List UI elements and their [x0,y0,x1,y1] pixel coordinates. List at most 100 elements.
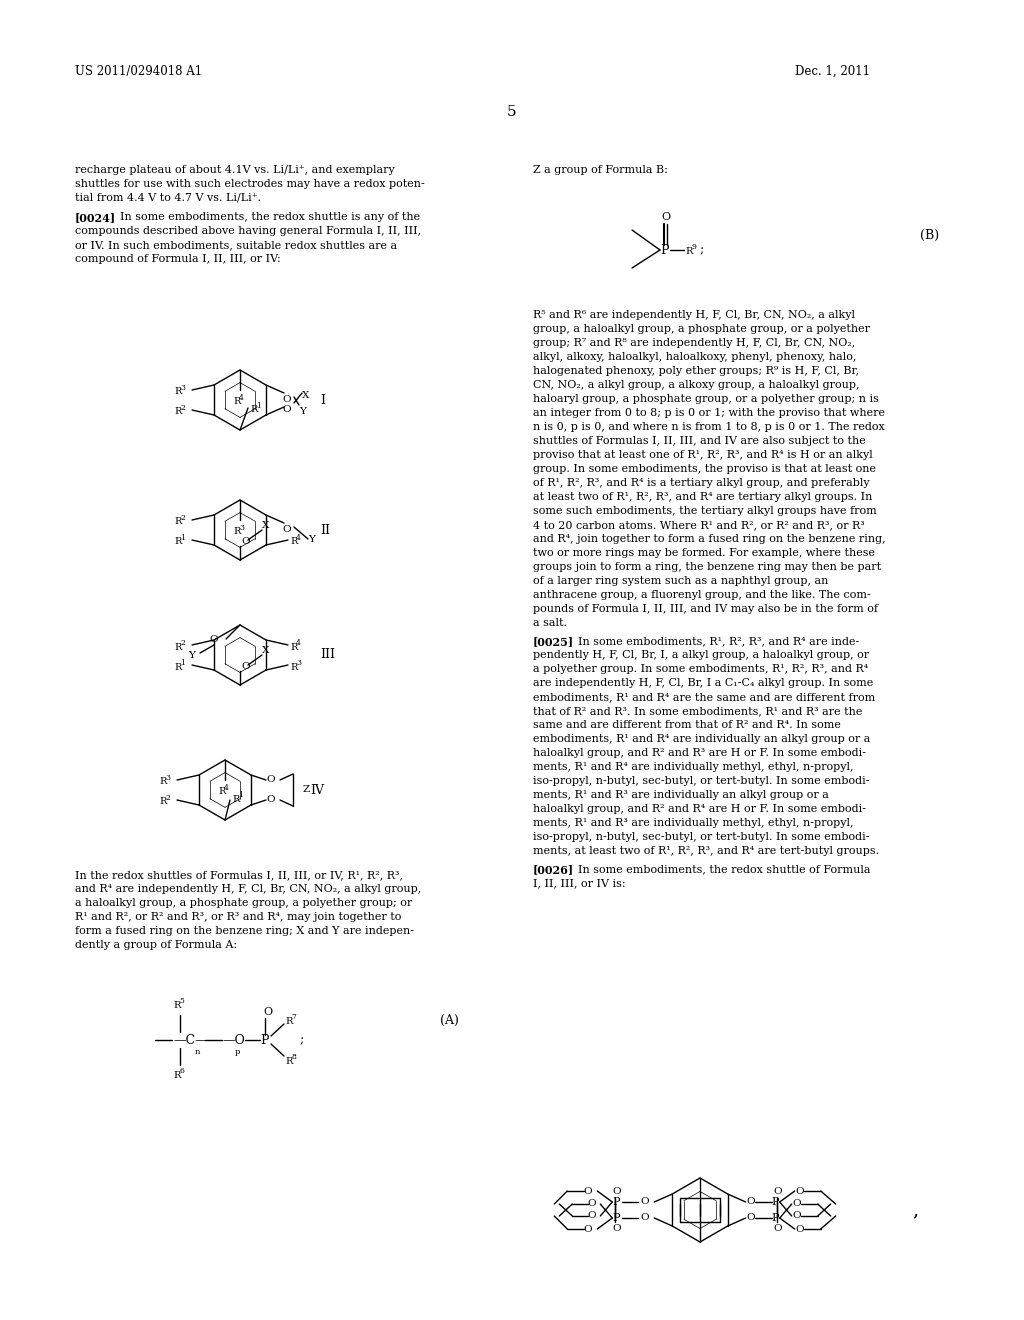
Text: 7: 7 [291,1012,296,1020]
Text: alkyl, alkoxy, haloalkyl, haloalkoxy, phenyl, phenoxy, halo,: alkyl, alkoxy, haloalkyl, haloalkoxy, ph… [534,352,856,362]
Text: O: O [584,1187,592,1196]
Text: R: R [685,247,692,256]
Text: X: X [262,521,269,531]
Text: form a fused ring on the benzene ring; X and Y are indepen-: form a fused ring on the benzene ring; X… [75,927,414,936]
Text: R: R [290,643,297,652]
Text: X: X [302,392,309,400]
Text: R: R [159,797,166,807]
Text: Y: Y [308,535,314,544]
Text: O: O [241,537,250,546]
Text: O: O [282,405,291,414]
Text: an integer from 0 to 8; p is 0 or 1; with the proviso that where: an integer from 0 to 8; p is 0 or 1; wit… [534,408,885,418]
Text: R: R [232,795,240,804]
Text: R: R [174,663,181,672]
Text: O: O [746,1213,756,1222]
Text: R: R [174,388,181,396]
Text: II: II [319,524,330,536]
Text: 1: 1 [256,403,261,411]
Text: R: R [174,537,181,546]
Text: 6: 6 [179,1067,184,1074]
Text: Y: Y [299,408,306,417]
Text: are independently H, F, Cl, Br, I a C₁-C₄ alkyl group. In some: are independently H, F, Cl, Br, I a C₁-C… [534,678,873,688]
Text: P: P [612,1213,621,1224]
Text: R⁵ and R⁶ are independently H, F, Cl, Br, CN, NO₂, a alkyl: R⁵ and R⁶ are independently H, F, Cl, Br… [534,310,855,319]
Text: 1: 1 [180,535,185,543]
Text: ments, R¹ and R³ are individually methyl, ethyl, n-propyl,: ments, R¹ and R³ are individually methyl… [534,818,853,828]
Text: or IV. In such embodiments, suitable redox shuttles are a: or IV. In such embodiments, suitable red… [75,240,397,249]
Text: Y: Y [188,651,195,660]
Text: embodiments, R¹ and R⁴ are individually an alkyl group or a: embodiments, R¹ and R⁴ are individually … [534,734,870,744]
Text: pendently H, F, Cl, Br, I, a alkyl group, a haloalkyl group, or: pendently H, F, Cl, Br, I, a alkyl group… [534,649,869,660]
Text: 5: 5 [507,106,517,119]
Text: O: O [746,1197,756,1206]
Text: halogenated phenoxy, poly ether groups; R⁹ is H, F, Cl, Br,: halogenated phenoxy, poly ether groups; … [534,366,859,376]
Text: P: P [612,1197,621,1206]
Text: O: O [282,525,291,535]
Text: P: P [660,243,669,256]
Text: 2: 2 [180,513,185,521]
Text: haloalkyl group, and R² and R³ are H or F. In some embodi-: haloalkyl group, and R² and R³ are H or … [534,748,866,758]
Text: at least two of R¹, R², R³, and R⁴ are tertiary alkyl groups. In: at least two of R¹, R², R³, and R⁴ are t… [534,492,872,502]
Text: R: R [290,537,297,546]
Text: IV: IV [310,784,324,796]
Text: groups join to form a ring, the benzene ring may then be part: groups join to form a ring, the benzene … [534,562,881,572]
Text: R: R [218,788,225,796]
Text: O: O [588,1212,596,1221]
Text: CN, NO₂, a alkyl group, a alkoxy group, a haloalkyl group,: CN, NO₂, a alkyl group, a alkoxy group, … [534,380,859,389]
Text: R: R [233,528,241,536]
Text: [0025]: [0025] [534,636,574,647]
Text: US 2011/0294018 A1: US 2011/0294018 A1 [75,65,202,78]
Text: [0026]: [0026] [534,865,574,875]
Text: O: O [793,1212,802,1221]
Text: O: O [584,1225,592,1233]
Text: ments, R¹ and R³ are individually an alkyl group or a: ments, R¹ and R³ are individually an alk… [534,789,828,800]
Text: n: n [195,1048,201,1056]
Text: tial from 4.4 V to 4.7 V vs. Li/Li⁺.: tial from 4.4 V to 4.7 V vs. Li/Li⁺. [75,193,261,203]
Text: a salt.: a salt. [534,618,567,628]
Text: (B): (B) [920,228,939,242]
Text: compound of Formula I, II, III, or IV:: compound of Formula I, II, III, or IV: [75,253,281,264]
Text: 4 to 20 carbon atoms. Where R¹ and R², or R² and R³, or R³: 4 to 20 carbon atoms. Where R¹ and R², o… [534,520,864,531]
Text: that of R² and R³. In some embodiments, R¹ and R³ are the: that of R² and R³. In some embodiments, … [534,706,862,715]
Text: 2: 2 [165,795,170,803]
Text: O: O [662,213,670,222]
Text: two or more rings may be formed. For example, where these: two or more rings may be formed. For exa… [534,548,874,558]
Text: dently a group of Formula A:: dently a group of Formula A: [75,940,238,950]
Text: P: P [772,1213,779,1224]
Text: 3: 3 [239,524,244,532]
Text: embodiments, R¹ and R⁴ are the same and are different from: embodiments, R¹ and R⁴ are the same and … [534,692,876,702]
Text: I, II, III, or IV is:: I, II, III, or IV is: [534,878,626,888]
Text: 2: 2 [180,639,185,647]
Text: R: R [174,643,181,652]
Text: R: R [173,1071,180,1080]
Text: Dec. 1, 2011: Dec. 1, 2011 [795,65,870,78]
Text: (A): (A) [440,1014,459,1027]
Text: O: O [640,1213,648,1222]
Text: some such embodiments, the tertiary alkyl groups have from: some such embodiments, the tertiary alky… [534,506,877,516]
Text: group. In some embodiments, the proviso is that at least one: group. In some embodiments, the proviso … [534,465,876,474]
Text: III: III [319,648,335,661]
Text: anthracene group, a fluorenyl group, and the like. The com-: anthracene group, a fluorenyl group, and… [534,590,870,601]
Text: O: O [612,1224,621,1233]
Text: recharge plateau of about 4.1V vs. Li/Li⁺, and exemplary: recharge plateau of about 4.1V vs. Li/Li… [75,165,394,176]
Text: 4: 4 [224,784,229,792]
Text: O: O [796,1225,804,1233]
Text: pounds of Formula I, II, III, and IV may also be in the form of: pounds of Formula I, II, III, and IV may… [534,605,878,614]
Text: n is 0, p is 0, and where n is from 1 to 8, p is 0 or 1. The redox: n is 0, p is 0, and where n is from 1 to… [534,422,885,432]
Text: iso-propyl, n-butyl, sec-butyl, or tert-butyl. In some embodi-: iso-propyl, n-butyl, sec-butyl, or tert-… [534,832,869,842]
Text: O: O [612,1187,621,1196]
Text: ments, R¹ and R⁴ are individually methyl, ethyl, n-propyl,: ments, R¹ and R⁴ are individually methyl… [534,762,853,772]
Text: O: O [263,1007,272,1016]
Text: O: O [588,1200,596,1209]
Text: In some embodiments, the redox shuttle is any of the: In some embodiments, the redox shuttle i… [120,213,420,222]
Text: P: P [260,1034,268,1047]
Text: In the redox shuttles of Formulas I, II, III, or IV, R¹, R², R³,: In the redox shuttles of Formulas I, II,… [75,870,403,880]
Text: R: R [285,1056,293,1065]
Text: haloalkyl group, and R² and R⁴ are H or F. In some embodi-: haloalkyl group, and R² and R⁴ are H or … [534,804,866,814]
Text: 9: 9 [691,243,696,251]
Text: shuttles of Formulas I, II, III, and IV are also subject to the: shuttles of Formulas I, II, III, and IV … [534,436,865,446]
Text: same and are different from that of R² and R⁴. In some: same and are different from that of R² a… [534,719,841,730]
Text: O: O [793,1200,802,1209]
Text: R: R [285,1016,293,1026]
Text: [0024]: [0024] [75,213,116,223]
